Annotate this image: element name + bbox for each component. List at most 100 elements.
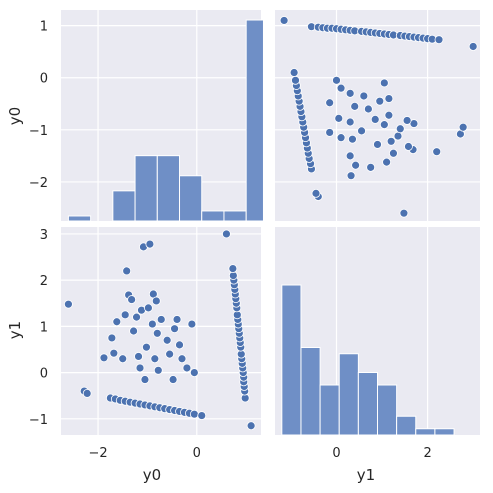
scatter-point [134, 352, 143, 361]
histogram-bar [134, 155, 158, 222]
scatter-point [150, 354, 160, 364]
x-tick-label: 0 [193, 446, 201, 461]
y-tick-label: 3 [40, 228, 48, 243]
scatter-point [162, 335, 172, 345]
scatter-point [165, 349, 175, 359]
histogram-y0-panel [61, 10, 264, 222]
panel-background [275, 10, 480, 221]
y-tick-label: −2 [29, 176, 48, 191]
scatter-point [370, 115, 380, 124]
scatter-point [325, 98, 335, 108]
x-axis-label-y1: y1 [357, 466, 375, 484]
scatter-point [384, 94, 394, 103]
scatter-point [197, 411, 207, 420]
scatter-point [325, 128, 335, 137]
scatter-point [363, 104, 373, 114]
x-tick-label: 0 [332, 446, 340, 461]
scatter-point [291, 75, 300, 85]
scatter-point [189, 409, 199, 419]
scatter-point [151, 296, 161, 306]
scatter-point [389, 148, 398, 158]
histogram-bar [377, 384, 398, 436]
scatter-point [246, 421, 256, 431]
histogram-bar [319, 384, 340, 436]
scatter-point [170, 324, 179, 334]
scatter-point [120, 310, 130, 320]
scatter-point [386, 136, 396, 146]
scatter-point [82, 388, 92, 398]
histogram-bar [245, 19, 264, 222]
scatter-point [135, 363, 145, 373]
scatter-point [127, 295, 137, 304]
histogram-bar [179, 175, 203, 222]
scatter-point [379, 120, 389, 130]
scatter-point [177, 354, 187, 364]
scatter-point [182, 363, 192, 373]
scatter-point [334, 113, 344, 123]
scatter-point [468, 42, 478, 51]
scatter-point [366, 162, 376, 172]
scatter-point [118, 354, 128, 364]
y-tick-label: −1 [29, 413, 48, 428]
scatter-point [404, 142, 413, 151]
y-tick-label: 1 [40, 20, 48, 35]
scatter-point [153, 365, 163, 375]
scatter-point [379, 78, 389, 88]
scatter-point [172, 315, 182, 324]
scatter-y0-vs-y1-panel [275, 10, 480, 221]
scatter-point [432, 147, 442, 157]
scatter-point [145, 239, 155, 249]
histogram-bar [434, 428, 455, 436]
histogram-bar [396, 415, 417, 436]
scatter-point [351, 160, 361, 170]
scatter-point [189, 368, 199, 378]
scatter-point [345, 151, 355, 161]
scatter-point [336, 133, 346, 143]
histogram-bar [201, 210, 225, 222]
histogram-bar [357, 372, 379, 436]
scatter-point [382, 157, 392, 167]
scatter-point [336, 83, 346, 93]
scatter-point [175, 340, 184, 350]
scatter-point [222, 229, 231, 239]
histogram-y1-panel [275, 227, 480, 436]
scatter-point [350, 101, 360, 111]
y-tick-label: 2 [40, 274, 48, 289]
y-axis-label-y1: y1 [6, 321, 24, 339]
y-tick-label: 0 [40, 72, 48, 87]
scatter-y1-vs-y0-panel [61, 227, 261, 435]
scatter-point [156, 315, 166, 324]
scatter-point [187, 319, 197, 329]
scatter-point [112, 317, 122, 327]
x-tick-label: −2 [88, 446, 107, 461]
scatter-point [228, 264, 238, 274]
tick-labels: −2 −1 0 1 −1 0 1 2 3 −2 0 0 2 [29, 20, 432, 461]
histogram-bar [415, 428, 436, 436]
scatter-point [152, 328, 162, 338]
scatter-point [142, 342, 151, 352]
scatter-point [144, 303, 153, 313]
histogram-bar [67, 215, 92, 222]
scatter-point [346, 171, 356, 181]
scatter-point [147, 319, 157, 329]
scatter-point [122, 266, 132, 276]
scatter-point [384, 110, 394, 120]
histogram-bar [281, 284, 302, 436]
x-axis-label-y0: y0 [143, 466, 161, 484]
scatter-point [345, 117, 355, 127]
scatter-point [399, 208, 409, 218]
scatter-point [357, 126, 366, 136]
scatter-point [109, 348, 119, 358]
histogram-bar [300, 347, 321, 436]
scatter-point [373, 140, 382, 149]
scatter-point [168, 375, 178, 384]
x-tick-label: 2 [423, 446, 431, 461]
scatter-point [129, 326, 138, 336]
scatter-point [107, 333, 117, 343]
scatter-point [434, 35, 444, 45]
scatter-point [132, 312, 141, 322]
scatter-point [359, 91, 369, 101]
scatter-point [140, 375, 150, 384]
scatter-point [279, 16, 289, 25]
